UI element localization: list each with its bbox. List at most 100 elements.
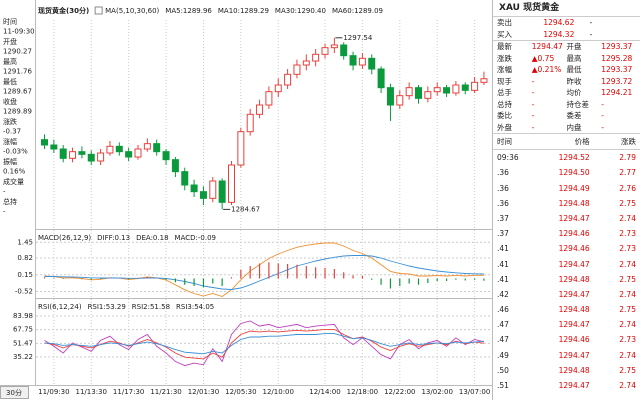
- period-button[interactable]: [0, 386, 29, 399]
- x-tick-label: 11/17:30: [113, 388, 144, 396]
- info-value: -: [3, 188, 6, 196]
- info-value: -0.03%: [3, 148, 28, 156]
- ticks-cell: 09:36: [497, 153, 519, 163]
- info-value: 0.16%: [3, 168, 26, 176]
- ticks-cell: 1294.52: [558, 153, 590, 163]
- quote-title: XAU 现货黄金: [493, 0, 640, 17]
- stats-cell: -: [531, 99, 535, 109]
- stats-cell: 涨跌: [497, 53, 512, 63]
- annotation: 1297.54: [343, 34, 372, 42]
- stats-row: 现手 - 昨收 1293.72: [493, 76, 640, 88]
- y-tick-label: 1.45: [17, 238, 33, 246]
- stats-cell: -: [531, 76, 535, 86]
- candle-body: [209, 180, 217, 199]
- candle-body: [181, 171, 189, 186]
- stats-cell: 1295.28: [601, 53, 633, 63]
- legend-item: RSI2:51.58: [132, 303, 170, 311]
- candle-body: [471, 81, 479, 91]
- ticks-cell: 2.74: [619, 259, 636, 269]
- info-label: 涨幅: [3, 137, 17, 146]
- legend-item: RSI3:54.05: [176, 303, 214, 311]
- info-value: -0.37: [3, 128, 21, 136]
- ticks-header-cell: 时间: [497, 137, 512, 146]
- x-tick-label: 13/02:00: [421, 388, 452, 396]
- candle-body: [59, 148, 67, 159]
- x-tick-label: 11/21:30: [150, 388, 181, 396]
- ticks-cell: 1294.48: [558, 365, 590, 375]
- stats-cell: 1293.37: [601, 42, 633, 51]
- stats-cell: 最低: [566, 65, 582, 74]
- candle-body: [274, 84, 282, 93]
- stats-cell: 昨收: [566, 76, 582, 86]
- period-button-label[interactable]: 30分: [6, 388, 22, 397]
- candle-body: [349, 55, 357, 66]
- ticks-cell: 2.75: [619, 198, 636, 208]
- info-value: 11-09:30: [3, 28, 35, 36]
- series-line: [44, 255, 484, 290]
- candle-body: [256, 104, 264, 115]
- legend-item: MA60:1289.09: [332, 7, 383, 15]
- stats-row: 最新 1294.47 开盘 1293.37: [493, 41, 640, 53]
- candle-body: [284, 73, 292, 86]
- candle-body: [386, 87, 394, 106]
- ticks-cell: .41: [497, 244, 509, 254]
- annotation: 1284.67: [231, 205, 260, 213]
- candle-body: [218, 180, 226, 203]
- ticks-cell: 1294.47: [558, 381, 590, 390]
- ticks-cell: 1294.49: [558, 183, 590, 193]
- info-label: 成交量: [3, 177, 24, 186]
- stats-cell: -: [531, 111, 535, 120]
- info-value: 1289.67: [3, 88, 32, 96]
- y-tick-label: -0.52: [15, 288, 33, 296]
- series-line: [44, 328, 484, 360]
- stats-row: 外盘 - 内盘 -: [493, 122, 640, 134]
- candle-body: [41, 139, 48, 146]
- ticks-cell: 1294.46: [558, 244, 590, 254]
- legend-item: 现货黄金(30分): [38, 6, 89, 15]
- candle-body: [199, 191, 207, 199]
- candle-body: [115, 145, 123, 153]
- bidask-row: 卖出 1294.62 -: [493, 17, 640, 29]
- stats-row: 涨幅 ▲0.21% 最低 1293.37: [493, 64, 640, 76]
- ticks-cell: .36: [497, 183, 509, 193]
- stats-cell: 总持: [497, 99, 512, 109]
- ticks-row: .42 1294.47 2.74: [493, 287, 640, 302]
- info-label: 总持: [3, 197, 17, 206]
- legend-item: MA10:1289.29: [218, 7, 269, 15]
- ticks-row: .37 1294.47 2.74: [493, 211, 640, 226]
- stats-cell: 1293.72: [601, 76, 633, 86]
- bidask-cell: 买入: [497, 29, 512, 39]
- ticks-cell: 2.74: [619, 289, 636, 299]
- ticks-cell: 2.74: [619, 320, 636, 330]
- ticks-cell: .36: [497, 168, 509, 178]
- candle-body: [134, 148, 142, 158]
- stats-cell: 总手: [497, 88, 512, 97]
- candle-body: [228, 164, 235, 203]
- x-tick-label: 12/01:30: [188, 388, 219, 396]
- stats-cell: ▲0.75: [531, 53, 555, 63]
- x-tick-label: 11/13:30: [76, 388, 107, 396]
- stats-cell: 最新: [497, 42, 512, 51]
- candle-body: [312, 53, 320, 62]
- candle-body: [246, 113, 254, 133]
- stats-row: 涨跌 ▲0.75 最高 1295.28: [493, 53, 640, 65]
- stats-cell: 1293.37: [601, 65, 633, 74]
- stats-cell: 涨幅: [497, 65, 512, 74]
- ticks-cell: 2.74: [619, 350, 636, 360]
- ticks-cell: 1294.47: [558, 350, 590, 360]
- info-label: 时间: [3, 17, 17, 26]
- candle-body: [106, 145, 114, 154]
- candle-body: [87, 153, 95, 162]
- legend-item: MACD:-0.09: [175, 234, 216, 242]
- ticks-header-cell: 涨跌: [620, 137, 636, 146]
- candle-body: [368, 57, 376, 70]
- candle-body: [293, 64, 301, 75]
- candle-body: [452, 84, 460, 94]
- y-tick-label: 35.22: [13, 353, 33, 361]
- bidask-cell: 1294.62: [543, 18, 575, 27]
- ticks-cell: 2.74: [619, 381, 636, 390]
- y-tick-label: 0.82: [17, 254, 33, 262]
- ticks-row: .36 1294.50 2.77: [493, 165, 640, 180]
- ticks-header-cell: 价格: [574, 137, 590, 146]
